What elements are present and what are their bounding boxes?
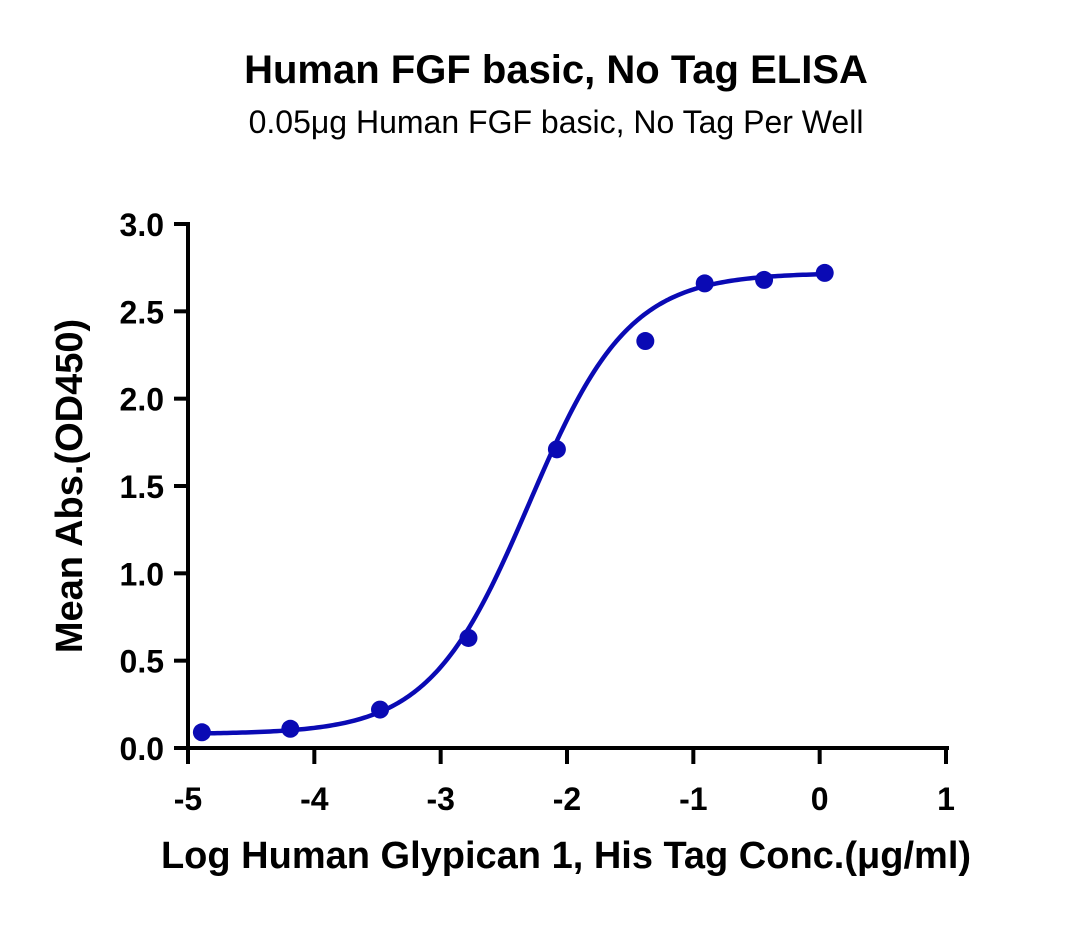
x-tick-label: -2 (553, 781, 581, 817)
data-point (755, 270, 774, 289)
y-tick-label: 2.0 (120, 382, 164, 418)
x-axis-title: Log Human Glypican 1, His Tag Conc.(μg/m… (161, 835, 971, 877)
x-tick-label: -4 (300, 781, 329, 817)
data-point (281, 719, 300, 738)
x-tick-label: -5 (174, 781, 202, 817)
y-tick-label: 0.5 (120, 644, 164, 680)
y-tick-label: 1.5 (120, 469, 164, 505)
x-axis-ticks: -5 -4 -3 -2 -1 0 1 (174, 748, 955, 817)
chart-subtitle: 0.05μg Human FGF basic, No Tag Per Well (249, 104, 864, 140)
data-point (636, 332, 655, 351)
y-tick-label: 0.0 (120, 731, 164, 767)
y-tick-label: 2.5 (120, 294, 164, 330)
fit-curve (201, 271, 825, 736)
x-tick-label: -1 (679, 781, 707, 817)
x-tick-label: 0 (811, 781, 829, 817)
data-point (547, 440, 566, 459)
data-point (371, 700, 390, 719)
chart-title: Human FGF basic, No Tag ELISA (244, 48, 868, 92)
fit-curve-layer (201, 271, 825, 736)
data-point (815, 263, 834, 282)
y-tick-label: 1.0 (120, 556, 164, 592)
data-point (459, 628, 478, 647)
x-tick-label: -3 (426, 781, 454, 817)
data-points-layer (192, 263, 834, 742)
y-axis-title: Mean Abs.(OD450) (49, 319, 91, 653)
data-point (695, 274, 714, 293)
x-tick-label: 1 (937, 781, 955, 817)
y-axis-ticks: 0.0 0.5 1.0 1.5 2.0 2.5 3.0 (120, 207, 188, 767)
y-tick-label: 3.0 (120, 207, 164, 243)
data-point (192, 723, 211, 742)
